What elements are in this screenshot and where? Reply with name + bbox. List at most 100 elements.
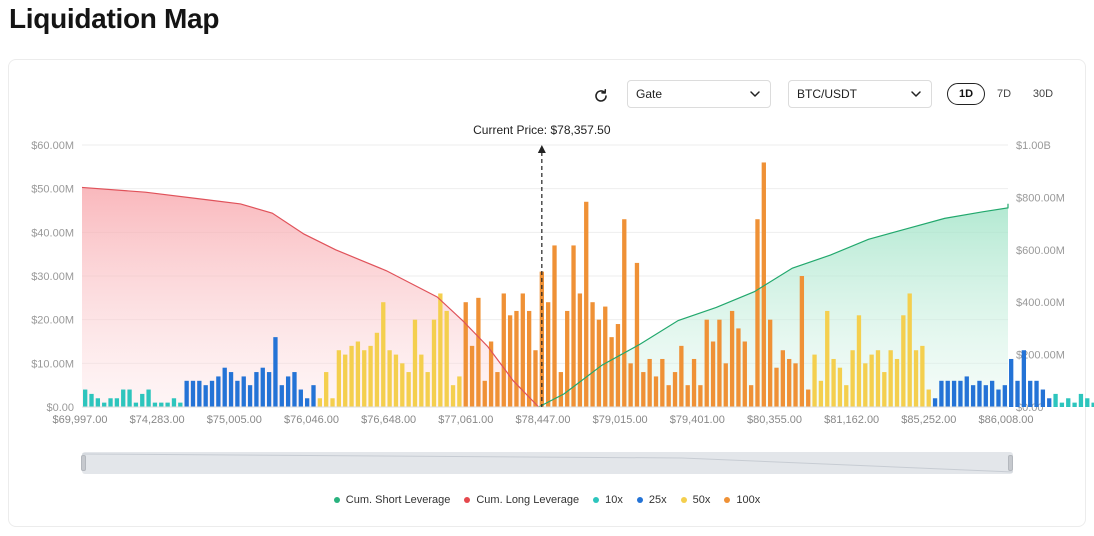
liquidation-bar [159,402,164,407]
legend-dot [680,497,687,503]
liquidation-bar [203,385,208,407]
liquidation-bar [964,376,969,407]
liquidation-bar [108,398,113,407]
liquidation-bar [888,350,893,407]
right-axis-tick-label: $1.00B [1016,140,1051,152]
liquidation-bar [634,262,640,407]
liquidation-bar [875,350,881,407]
timeframe-30d-tab[interactable]: 30D [1032,88,1054,100]
liquidation-bar [349,345,354,407]
liquidation-bar [787,358,792,407]
liquidation-bar [666,385,671,407]
x-axis-tick-label: $80,355.00 [747,414,802,426]
liquidation-bar [482,380,487,407]
zoom-slider-left-handle[interactable] [81,455,86,471]
liquidation-bar [311,385,316,407]
liquidation-bar [850,350,855,407]
liquidation-bar [609,337,614,407]
liquidation-bar [1078,393,1084,407]
liquidation-chart: $0.00 $10.00M $20.00M $30.00M $40.00M $50.00M… [31,123,1094,426]
liquidation-bar [127,389,132,407]
zoom-slider-track[interactable] [82,452,1013,474]
liquidation-bar [558,372,564,407]
liquidation-bar [222,367,227,407]
liquidation-bar [869,354,874,407]
pair-select[interactable]: BTC/USDT [788,80,932,108]
liquidation-bar [254,372,259,407]
x-axis-tick-label: $81,162.00 [824,414,879,426]
liquidation-bar [546,302,551,407]
liquidation-bar [552,245,557,407]
liquidation-bar [336,350,342,407]
liquidation-bar [584,201,589,407]
timeframe-1d-tab[interactable]: 1D [947,83,985,105]
x-axis-tick-label: $79,401.00 [670,414,725,426]
zoom-slider-right-handle[interactable] [1008,455,1013,471]
liquidation-bar [685,385,690,407]
legend-item[interactable]: Cum. Short Leverage [333,494,450,506]
liquidation-bar [457,376,462,407]
legend-item[interactable]: Cum. Long Leverage [464,494,579,506]
liquidation-bar [520,293,525,407]
x-axis-tick-label: $75,005.00 [207,414,262,426]
liquidation-bar [102,402,107,407]
legend-item[interactable]: 10x [593,494,623,506]
x-axis-tick-label: $77,061.00 [438,414,493,426]
liquidation-bar [400,363,405,407]
liquidation-bar [863,363,868,407]
liquidation-bar [83,389,88,407]
liquidation-bar [989,380,995,407]
exchange-select[interactable]: Gate [627,80,771,108]
liquidation-bar [285,376,291,407]
liquidation-bar [596,319,602,407]
liquidation-bar [812,354,817,407]
liquidation-bar [539,271,544,407]
liquidation-bar [241,376,246,407]
current-price-label: Current Price: $78,357.50 [473,123,611,137]
liquidation-bar [913,350,919,407]
x-axis-tick-label: $76,648.00 [361,414,416,426]
liquidation-bar [247,385,253,407]
liquidation-bar [806,389,811,407]
cum-long-line [81,186,540,408]
current-price-arrow [537,145,546,153]
legend-item[interactable]: 25x [636,494,667,506]
legend-dot [724,497,731,503]
liquidation-bar [691,358,697,407]
x-axis-tick-label: $85,252.00 [901,414,956,426]
liquidation-bar [444,310,449,407]
legend-item[interactable]: 50x [680,494,711,506]
left-axis-tick-label: $60.00M [31,140,74,152]
liquidation-bar [298,389,303,407]
liquidation-bar [901,315,906,407]
legend-label: 50x [692,494,711,506]
liquidation-bar [355,341,361,407]
liquidation-bar [184,380,189,407]
liquidation-bar [672,372,678,407]
legend-item[interactable]: 100x [724,494,760,506]
liquidation-bar [438,293,443,407]
liquidation-bar [603,306,608,407]
liquidation-bar [742,341,747,407]
refresh-button[interactable] [590,86,612,106]
x-axis-tick-label: $86,008.00 [978,414,1033,426]
liquidation-bar [171,398,177,407]
liquidation-bar [565,310,570,407]
liquidation-bar [761,162,766,407]
liquidation-bar [488,341,494,407]
liquidation-bar [622,219,627,407]
liquidation-bar [1009,358,1014,407]
cum-long-area [82,187,539,407]
liquidation-bar [476,297,481,407]
timeframe-7d-tab[interactable]: 7D [996,88,1012,100]
liquidation-bar [121,389,126,407]
legend-label: Cum. Long Leverage [476,494,580,506]
liquidation-bar [381,302,386,407]
liquidation-bar [317,398,322,407]
liquidation-bar [1034,380,1039,407]
liquidation-bar [419,354,424,407]
liquidation-bar [882,372,887,407]
legend-dot [593,497,600,503]
liquidation-bar [1002,385,1007,407]
liquidation-bar [926,389,931,407]
